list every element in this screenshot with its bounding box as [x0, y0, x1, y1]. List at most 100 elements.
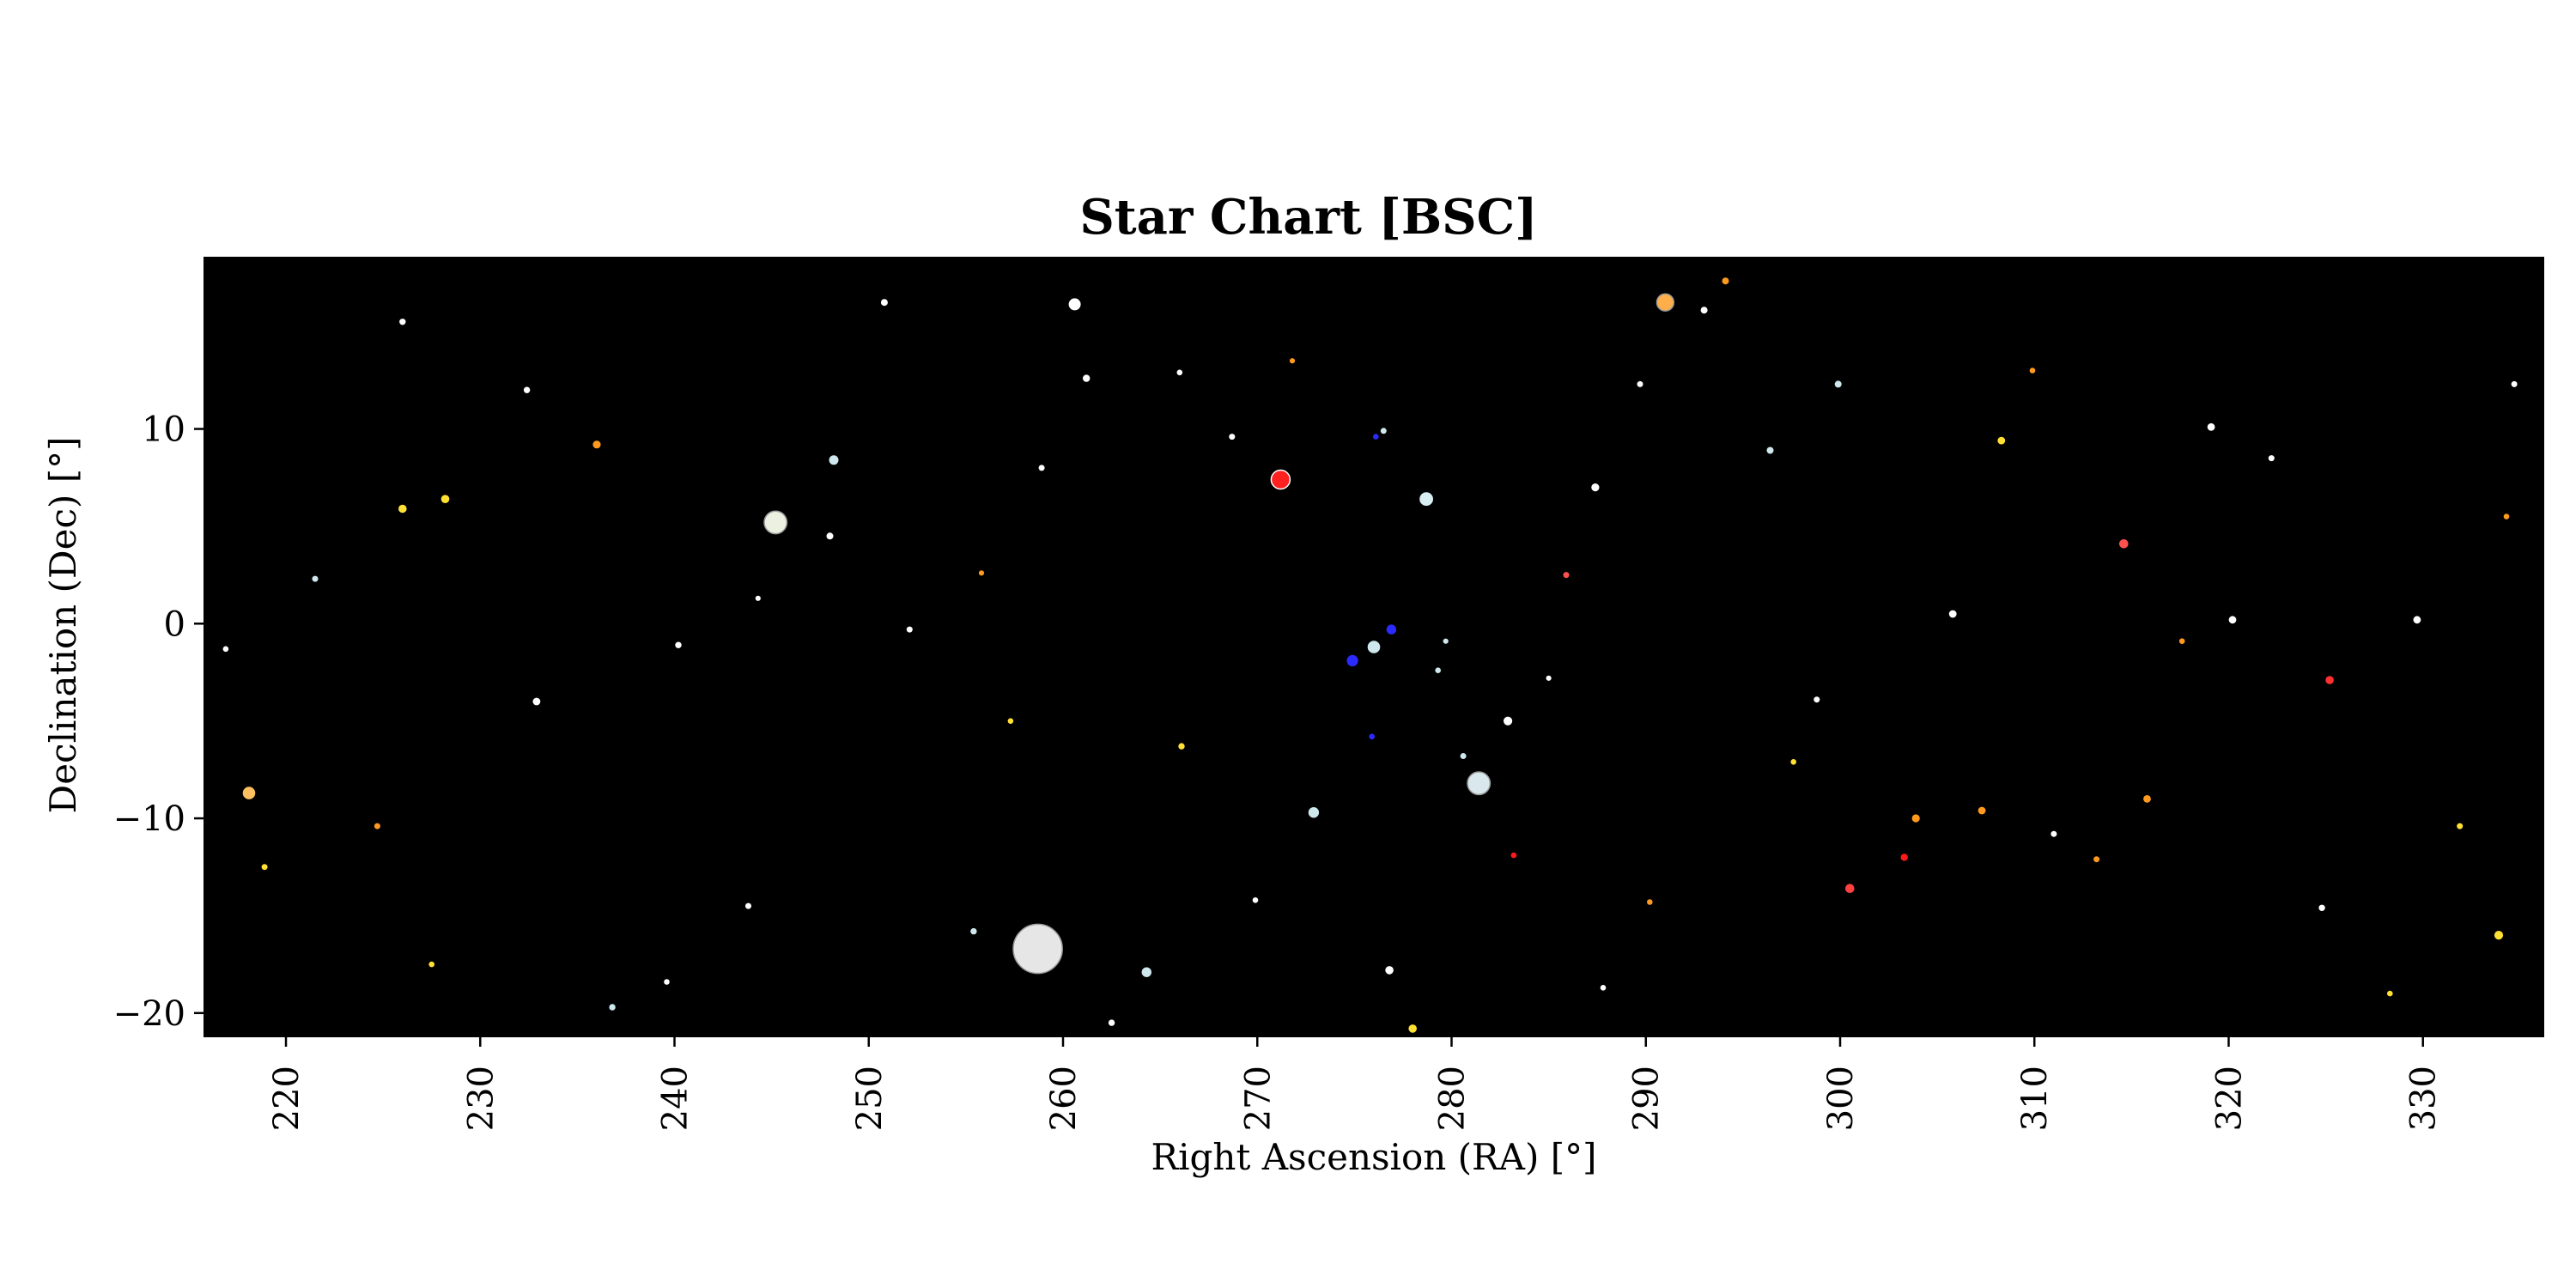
x-tick-label: 240: [656, 1066, 696, 1131]
star-point: [1790, 759, 1796, 765]
star-point: [1289, 358, 1296, 364]
star-point: [906, 626, 913, 633]
star-point: [399, 319, 406, 325]
star-point: [1563, 572, 1570, 579]
star-point: [1814, 696, 1820, 703]
star-point: [1038, 465, 1045, 471]
star-point: [1978, 806, 1986, 815]
star-point: [1176, 369, 1183, 376]
star-point: [1012, 923, 1063, 975]
star-point: [440, 495, 450, 503]
star-point: [1178, 743, 1185, 750]
star-point: [1647, 899, 1653, 905]
star-point: [1083, 374, 1091, 382]
star-point: [664, 979, 670, 985]
x-tick-label: 270: [1238, 1066, 1278, 1131]
star-point: [1308, 807, 1320, 818]
star-point: [1419, 492, 1433, 507]
star-point: [2207, 422, 2215, 431]
star-point: [2228, 616, 2237, 624]
y-axis-ticks: −20 −10 0 10: [113, 410, 204, 1034]
star-point: [675, 641, 682, 648]
star-point: [755, 595, 761, 601]
x-tick-label: 330: [2404, 1066, 2444, 1131]
star-point: [1229, 434, 1236, 440]
x-tick-label: 230: [461, 1066, 501, 1131]
x-tick-label: 260: [1044, 1066, 1084, 1131]
star-point: [880, 299, 888, 307]
star-point: [1948, 610, 1957, 618]
star-point: [1373, 434, 1379, 440]
x-axis-label: Right Ascension (RA) [°]: [1151, 1136, 1596, 1178]
star-point: [1007, 718, 1014, 724]
star-point: [374, 823, 380, 829]
star-point: [523, 386, 531, 393]
star-point: [1141, 967, 1152, 977]
y-tick-label: −10: [113, 799, 185, 839]
star-point: [1900, 854, 1908, 861]
star-point: [1467, 771, 1492, 796]
star-point: [1997, 436, 2006, 445]
star-point: [1068, 298, 1081, 311]
star-point: [1380, 428, 1387, 434]
star-point: [592, 440, 601, 449]
star-point: [1504, 716, 1513, 726]
star-point: [1108, 1019, 1115, 1026]
star-point: [2457, 823, 2464, 829]
star-point: [1600, 985, 1607, 991]
star-point: [222, 646, 229, 653]
star-point: [1435, 667, 1441, 673]
star-point: [745, 902, 751, 909]
star-point: [1510, 852, 1517, 859]
star-point: [2143, 795, 2151, 803]
star-point: [312, 575, 319, 582]
x-tick-label: 220: [267, 1066, 307, 1131]
y-tick-label: −20: [113, 994, 185, 1034]
star-point: [242, 787, 256, 799]
star-point: [2029, 368, 2036, 374]
x-tick-label: 290: [1627, 1066, 1667, 1131]
chart-title: Star Chart [BSC]: [1079, 189, 1537, 246]
star-point: [978, 570, 985, 576]
star-point: [2093, 856, 2100, 863]
star-point: [609, 1004, 616, 1011]
star-point: [2119, 539, 2129, 549]
star-point: [2325, 676, 2334, 684]
star-point: [2318, 904, 2325, 912]
x-tick-label: 310: [2015, 1066, 2055, 1131]
star-point: [1722, 277, 1729, 285]
star-point: [970, 927, 977, 935]
star-point: [2387, 990, 2393, 997]
star-point: [2503, 513, 2510, 519]
star-point: [2494, 931, 2504, 940]
star-point: [1369, 733, 1375, 740]
x-tick-label: 250: [850, 1066, 890, 1131]
star-point: [2511, 380, 2518, 387]
y-tick-label: 10: [142, 410, 185, 450]
star-point: [1270, 469, 1291, 490]
x-tick-label: 280: [1432, 1066, 1472, 1131]
star-point: [1408, 1024, 1417, 1033]
star-point: [1766, 447, 1774, 454]
star-point: [1656, 293, 1675, 312]
star-point: [428, 961, 435, 968]
star-point: [261, 864, 268, 871]
star-point: [2413, 616, 2421, 624]
star-point: [2178, 638, 2185, 644]
x-tick-label: 320: [2209, 1066, 2249, 1131]
star-point: [2268, 455, 2275, 462]
star-point: [398, 504, 407, 513]
star-point: [763, 510, 788, 535]
star-point: [1346, 654, 1358, 667]
star-point: [2050, 830, 2057, 837]
star-point: [1460, 753, 1467, 759]
star-point: [1546, 675, 1552, 681]
star-point: [1385, 966, 1394, 975]
star-point: [1911, 814, 1920, 823]
y-tick-label: 0: [164, 605, 185, 644]
star-point: [1637, 380, 1643, 387]
star-points: [222, 277, 2518, 1033]
star-point: [1367, 641, 1381, 653]
x-tick-label: 300: [1821, 1066, 1861, 1131]
